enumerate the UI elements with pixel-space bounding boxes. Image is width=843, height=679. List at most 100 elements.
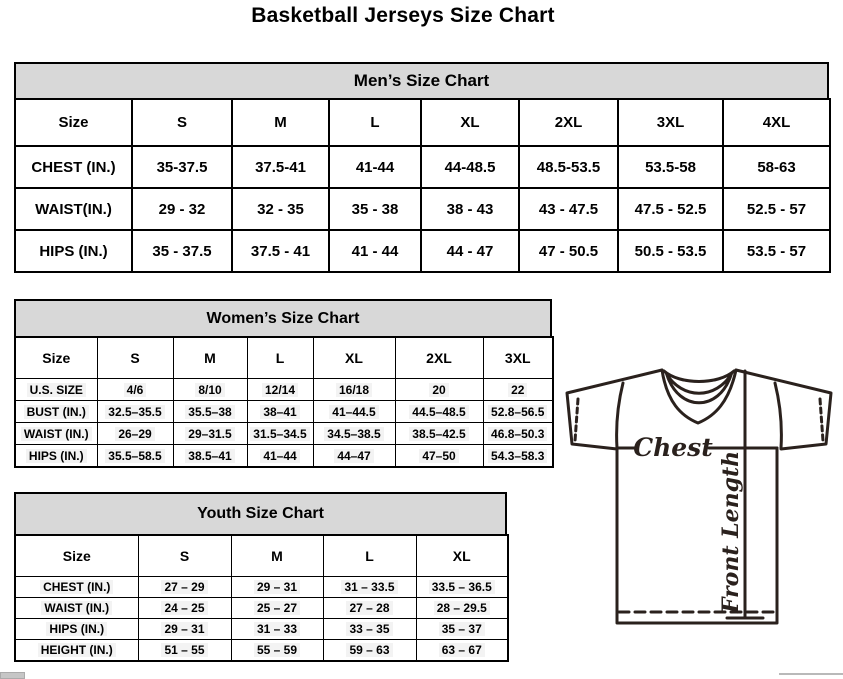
size-value-cell-text: 20 [429, 382, 449, 397]
size-value-cell: 24 – 25 [137, 597, 232, 619]
size-value-cell: 32.5–35.5 [96, 400, 174, 423]
size-value-cell: 27 – 28 [322, 597, 417, 619]
size-value-cell: 41-44 [328, 145, 422, 189]
jersey-body-outline [615, 446, 779, 625]
size-value-cell-text: 46.8–50.3 [488, 426, 548, 441]
row-label: HIPS (IN.) [14, 618, 139, 640]
size-value-cell: 12/14 [246, 378, 314, 401]
row-label: HIPS (IN.) [14, 444, 98, 468]
size-value-cell: 53.5 - 57 [722, 229, 831, 273]
size-value-cell: 38 - 43 [420, 187, 520, 231]
size-value-cell-text: 32.5–35.5 [105, 404, 165, 419]
column-header-s: S [137, 534, 232, 577]
column-header-size: Size [14, 98, 133, 147]
size-value-cell: 33 – 35 [322, 618, 417, 640]
size-value-cell: 16/18 [312, 378, 396, 401]
men-table-row: HIPS (IN.) 35 - 37.5 37.5 - 41 41 - 44 44 - … [14, 229, 831, 273]
size-value-cell-text: 38.5–42.5 [409, 426, 469, 441]
size-value-cell-text: 54.3–58.3 [488, 448, 548, 463]
size-value-cell: 46.8–50.3 [482, 422, 554, 445]
row-label: U.S. SIZE [14, 378, 98, 401]
size-value-cell-text: 35 – 37 [438, 622, 485, 636]
column-header-m: M [231, 98, 330, 147]
size-value-cell-text: 47–50 [419, 448, 459, 463]
row-label-text: WAIST (IN.) [41, 601, 113, 615]
row-label-text: HIPS (IN.) [46, 622, 108, 636]
size-value-cell-text: 27 – 29 [161, 580, 208, 594]
size-value-cell: 37.5-41 [231, 145, 330, 189]
size-value-cell: 29 – 31 [230, 576, 324, 598]
row-label: CHEST (IN.) [14, 145, 133, 189]
column-header-xl: XL [415, 534, 509, 577]
size-value-cell-text: 41–44.5 [329, 404, 379, 419]
row-label-text: WAIST (IN.) [20, 426, 92, 441]
youth-table-row: WAIST (IN.) 24 – 25 25 – 27 27 – 28 28 – 29.… [14, 597, 509, 619]
row-label-text: BUST (IN.) [23, 404, 89, 419]
size-value-cell: 38–41 [246, 400, 314, 423]
size-value-cell: 22 [482, 378, 554, 401]
size-value-cell-text: 55 – 59 [253, 643, 301, 657]
column-header-2xl: 2XL [518, 98, 619, 147]
women-table-row: HIPS (IN.) 35.5–58.5 38.5–41 41–44 44–47 47–5… [14, 444, 554, 468]
size-value-cell-text: 44–47 [334, 448, 374, 463]
size-value-cell: 51 – 55 [137, 639, 232, 662]
size-value-cell: 26–29 [96, 422, 174, 445]
jersey-vneck [660, 368, 738, 425]
size-value-cell-text: 25 – 27 [253, 601, 301, 615]
row-label: HIPS (IN.) [14, 229, 133, 273]
youth-size-table: Size S M L XL CHEST (IN.) 27 – 29 29 – 31 31 – 3… [14, 534, 509, 662]
column-header-xl: XL [420, 98, 520, 147]
size-value-cell: 53.5-58 [617, 145, 724, 189]
size-value-cell: 35.5–38 [172, 400, 248, 423]
column-header-size: Size [14, 336, 98, 379]
size-value-cell: 20 [394, 378, 484, 401]
row-label: BUST (IN.) [14, 400, 98, 423]
column-header-size: Size [14, 534, 139, 577]
size-value-cell: 4/6 [96, 378, 174, 401]
size-value-cell: 33.5 – 36.5 [415, 576, 509, 598]
row-label: CHEST (IN.) [14, 576, 139, 598]
size-value-cell: 55 – 59 [230, 639, 324, 662]
size-value-cell: 52.8–56.5 [482, 400, 554, 423]
size-value-cell: 35-37.5 [131, 145, 233, 189]
size-value-cell-text: 16/18 [335, 382, 373, 397]
row-label-text: U.S. SIZE [26, 382, 86, 397]
youth-table-row: HIPS (IN.) 29 – 31 31 – 33 33 – 35 35 – 37 [14, 618, 509, 640]
size-value-cell: 38.5–41 [172, 444, 248, 468]
column-header-xl: XL [312, 336, 396, 379]
size-value-cell: 29 – 31 [137, 618, 232, 640]
size-value-cell: 27 – 29 [137, 576, 232, 598]
column-header-2xl: 2XL [394, 336, 484, 379]
horizontal-scrollbar-thumb[interactable] [0, 672, 25, 679]
size-value-cell-text: 38–41 [260, 404, 300, 419]
horizontal-scrollbar-track[interactable] [779, 673, 843, 675]
size-value-cell-text: 12/14 [261, 382, 299, 397]
size-value-cell: 43 - 47.5 [518, 187, 619, 231]
size-value-cell: 44-48.5 [420, 145, 520, 189]
sleeve-dash-left [573, 397, 580, 443]
size-value-cell-text: 38.5–41 [185, 448, 235, 463]
womens-size-chart-section: Women’s Size Chart Size S M L XL 2XL 3XL U.S. S… [14, 299, 554, 468]
men-table-row: WAIST(IN.) 29 - 32 32 - 35 35 - 38 38 - 43 43… [14, 187, 831, 231]
size-value-cell: 52.5 - 57 [722, 187, 831, 231]
chest-label: Chest [633, 433, 713, 462]
mens-size-chart-section: Men’s Size Chart Size S M L XL 2XL 3XL 4XL CHEST… [14, 62, 831, 273]
size-value-cell: 47.5 - 52.5 [617, 187, 724, 231]
size-value-cell: 41–44 [246, 444, 314, 468]
women-table-row: U.S. SIZE 4/6 8/10 12/14 16/18 20 22 [14, 378, 554, 401]
youth-column-header-row: Size S M L XL [14, 534, 509, 577]
mens-size-table: Size S M L XL 2XL 3XL 4XL CHEST (IN.) 35-37.5 37.5… [14, 98, 831, 273]
row-label: HEIGHT (IN.) [14, 639, 139, 662]
row-label-text: HEIGHT (IN.) [37, 643, 116, 657]
column-header-m: M [172, 336, 248, 379]
mens-chart-header: Men’s Size Chart [14, 62, 829, 100]
size-value-cell: 29–31.5 [172, 422, 248, 445]
row-label: WAIST (IN.) [14, 597, 139, 619]
size-value-cell: 58-63 [722, 145, 831, 189]
front-length-label: Front Length [718, 451, 744, 614]
women-table-row: WAIST (IN.) 26–29 29–31.5 31.5–34.5 34.5–38.… [14, 422, 554, 445]
youth-size-chart-section: Youth Size Chart Size S M L XL CHEST (IN.) 27 … [14, 492, 509, 662]
column-header-s: S [131, 98, 233, 147]
size-value-cell: 41–44.5 [312, 400, 396, 423]
size-value-cell-text: 28 – 29.5 [433, 601, 490, 615]
